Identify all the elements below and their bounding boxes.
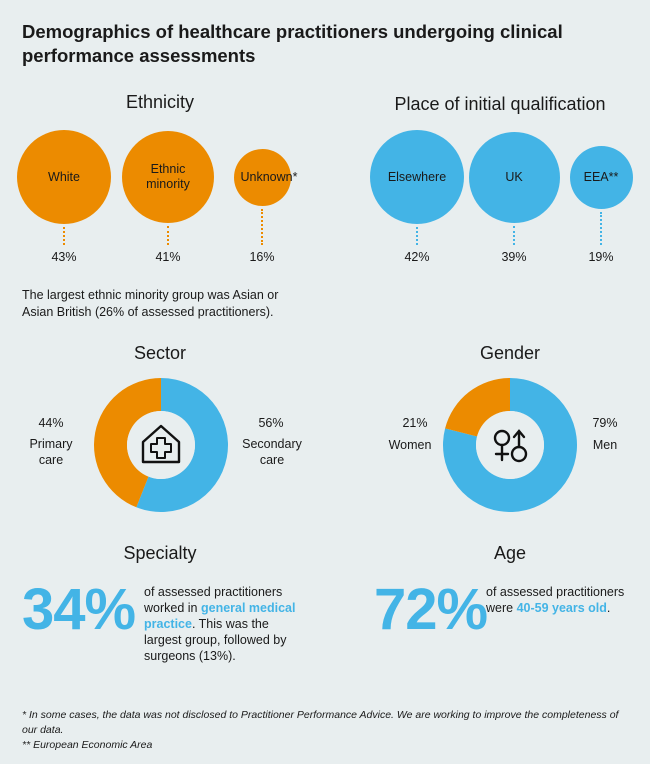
gender-title: Gender (479, 343, 541, 363)
ethnicity-value-3: 16% (249, 250, 275, 264)
sector-primary-value: 44% (38, 416, 64, 430)
age-text-before: of assessed practitioners were (486, 585, 625, 615)
qualification-bubble-label-3: EEA** (583, 169, 619, 184)
hospital-icon (141, 424, 181, 464)
qualification-value-2: 39% (501, 250, 527, 264)
qualification-bubble-3: EEA** (569, 145, 633, 209)
specialty-title: Specialty (123, 543, 197, 563)
gender-women-label: Women (388, 438, 432, 452)
gender-men-label: Men (592, 438, 618, 452)
ethnicity-chart: White 43% Ethnic minority 41% Unknown* 16% (0, 125, 325, 275)
ethnicity-connector-2 (167, 226, 169, 245)
gender-icon (493, 429, 528, 463)
qualification-connector-2 (513, 225, 515, 245)
age-title: Age (493, 543, 527, 563)
qualification-bubble-label-1: Elsewhere (387, 169, 447, 184)
age-big-number: 72% (374, 577, 488, 642)
sector-secondary-value: 56% (258, 416, 284, 430)
ethnicity-bubble-label-2: Ethnic minority (146, 162, 190, 191)
specialty-text: of assessed practitioners worked in gene… (144, 584, 304, 664)
gender-slice-women (445, 378, 510, 437)
page-title: Demographics of healthcare practitioners… (22, 21, 563, 66)
ethnicity-value-1: 43% (51, 250, 77, 264)
qualification-bubble-1: Elsewhere (370, 130, 464, 224)
ethnicity-bubble-2: Ethnic minority (122, 131, 214, 223)
sector-slice-secondary-care (136, 378, 228, 512)
age-highlight: 40-59 years old (516, 601, 607, 615)
age-text: of assessed practitioners were 40-59 yea… (486, 584, 646, 616)
specialty-text-before: of assessed practitioners worked in (144, 585, 283, 615)
specialty-big-number: 34% (22, 577, 136, 642)
ethnicity-bubble-3: Unknown* (233, 148, 298, 206)
gender-slice-men (443, 378, 577, 512)
qualification-chart: Elsewhere 42% UK 39% EEA** 19% (325, 125, 650, 275)
qualification-title: Place of initial qualification (394, 94, 606, 114)
gender-donut-hole (476, 411, 544, 479)
ethnicity-title: Ethnicity (125, 92, 195, 112)
qualification-bubble-2: UK (468, 131, 560, 223)
footnote-1: * In some cases, the data was not disclo… (22, 709, 619, 736)
qualification-value-1: 42% (404, 250, 430, 264)
gender-women-value: 21% (402, 416, 428, 430)
ethnicity-bubble-label-1: White (48, 169, 80, 184)
ethnicity-connector-3 (261, 208, 263, 245)
footnote-2: ** European Economic Area (22, 739, 153, 751)
age-text-after: . (606, 601, 611, 615)
sector-slice-primary-care (94, 378, 161, 508)
gender-men-value: 79% (592, 416, 618, 430)
ethnicity-bubble-1: White (17, 130, 111, 224)
gender-donut-chart (443, 378, 577, 512)
qualification-bubble-label-2: UK (505, 169, 523, 184)
sector-donut-hole (127, 411, 195, 479)
sector-title: Sector (133, 343, 187, 363)
sector-secondary-label: Secondary care (242, 437, 302, 467)
sector-donut-chart (94, 378, 228, 512)
ethnicity-bubble-label-3: Unknown* (240, 169, 298, 184)
qualification-connector-1 (416, 227, 418, 245)
ethnicity-value-2: 41% (155, 250, 181, 264)
ethnicity-connector-1 (63, 227, 65, 245)
qualification-value-3: 19% (588, 250, 614, 264)
ethnicity-note: The largest ethnic minority group was As… (22, 288, 279, 319)
specialty-highlight: general medical practice (144, 601, 296, 631)
footnotes: * In some cases, the data was not disclo… (22, 708, 622, 753)
qualification-connector-3 (600, 211, 602, 245)
sector-primary-label: Primary care (29, 437, 73, 467)
specialty-text-after: . This was the largest group, followed b… (144, 617, 287, 663)
